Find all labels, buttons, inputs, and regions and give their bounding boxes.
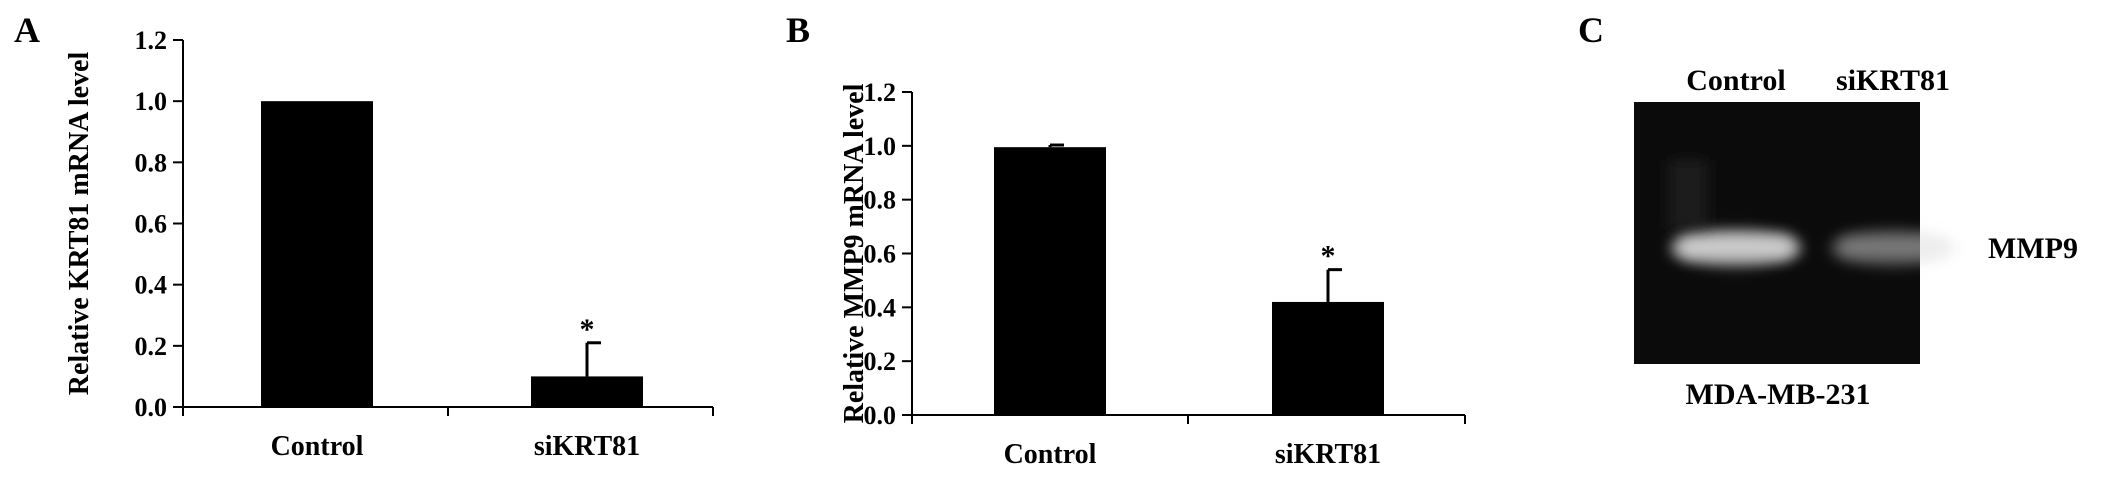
y-tick-label: 0.6 — [864, 240, 897, 269]
gel-band — [1838, 236, 1948, 258]
panel-label-c: C — [1578, 10, 1604, 50]
gel-bands — [1668, 160, 1956, 266]
gel-band-label-mmp9: MMP9 — [1988, 232, 2078, 265]
y-tick-label: 0.4 — [864, 293, 897, 322]
gel-band — [1678, 236, 1794, 258]
y-tick-label: 0.2 — [135, 332, 168, 361]
panel-label-a: A — [14, 10, 40, 50]
gel-cell-line-label: MDA-MB-231 — [1686, 378, 1871, 411]
gel-panel-c: C Control siKRT81 MMP9 MDA-MB-231 — [1578, 10, 2078, 411]
significance-marker: * — [1321, 240, 1336, 273]
axes-a: 0.0 0.2 0.4 0.6 0.8 1.0 1.2 Relative KRT81 mRNA… — [64, 26, 714, 462]
y-tick-label: 0.6 — [135, 210, 168, 239]
significance-marker: * — [580, 313, 595, 346]
bar-control — [994, 147, 1106, 415]
y-tick-label: 1.0 — [135, 87, 168, 116]
y-tick-label: 1.2 — [864, 78, 897, 107]
x-tick-label-control: Control — [1004, 439, 1097, 470]
y-axis-label: Relative KRT81 mRNA level — [64, 52, 95, 396]
gel-lane-label-control: Control — [1686, 64, 1785, 97]
chart-panel-a: A 0.0 0.2 0.4 0.6 0.8 1.0 1.2 Relative KRT81 mR… — [14, 10, 714, 462]
y-tick-label: 1.0 — [864, 132, 897, 161]
bar-sikrt81 — [1272, 301, 1384, 415]
y-tick-label: 1.2 — [135, 26, 168, 55]
x-tick-label-sikrt81: siKRT81 — [534, 431, 640, 462]
gel-lane-label-siKRT81: siKRT81 — [1836, 64, 1950, 97]
y-axis-label: Relative MMP9 mRNA level — [839, 83, 870, 423]
y-tick-label: 0.0 — [864, 401, 897, 430]
bar-sikrt81 — [531, 376, 643, 407]
y-tick-label: 0.8 — [135, 148, 168, 177]
x-tick-label-sikrt81: siKRT81 — [1275, 439, 1381, 470]
y-tick-label: 0.2 — [864, 347, 897, 376]
y-tick-label: 0.4 — [135, 271, 168, 300]
bar-control — [261, 101, 373, 408]
panel-label-b: B — [786, 10, 810, 50]
gel-smear — [1668, 160, 1708, 230]
y-tick-label: 0.8 — [864, 186, 897, 215]
x-tick-label-control: Control — [271, 431, 364, 462]
y-tick-label: 0.0 — [135, 393, 168, 422]
